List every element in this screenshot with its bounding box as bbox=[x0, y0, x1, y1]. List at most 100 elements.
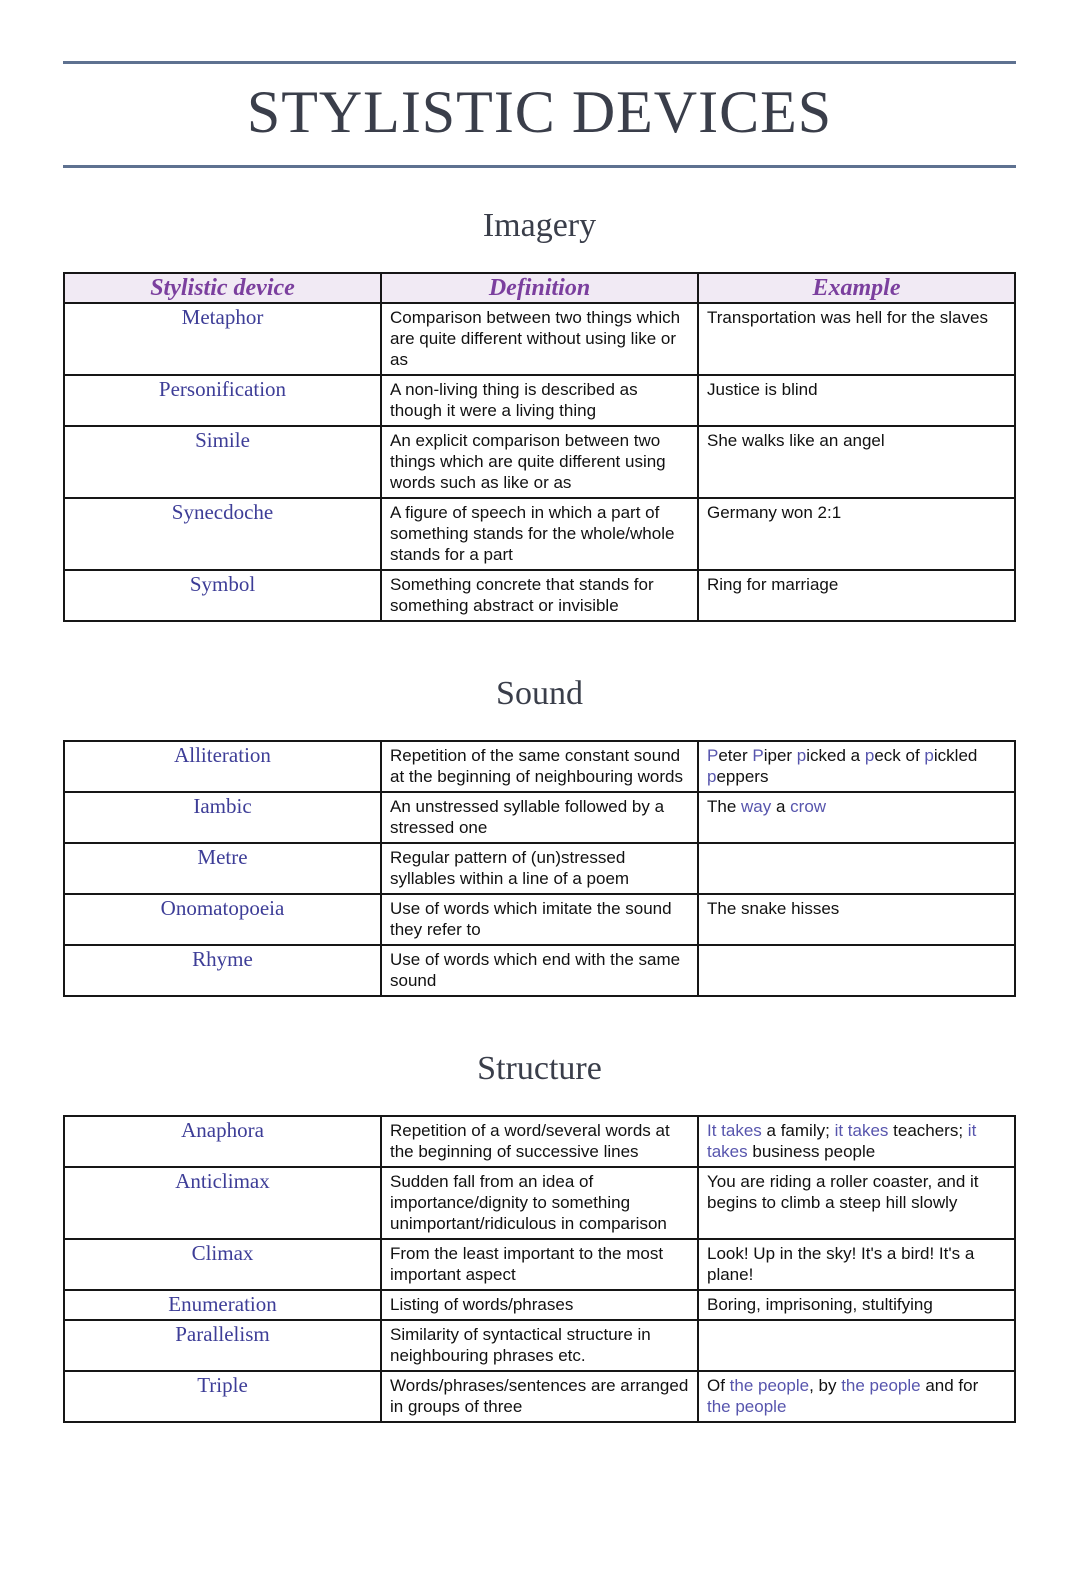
table-row: Symbol Something concrete that stands for… bbox=[63, 569, 1016, 622]
sections-container: Imagery Stylistic device Definition Example… bbox=[63, 206, 1016, 1423]
table-row: Personification A non-living thing is des… bbox=[63, 374, 1016, 427]
definition-cell: Use of words which imitate the sound the… bbox=[380, 893, 699, 946]
device-name: Climax bbox=[63, 1238, 382, 1291]
definition-cell: Sudden fall from an idea of importance/d… bbox=[380, 1166, 699, 1240]
example-cell: The snake hisses bbox=[697, 893, 1016, 946]
definition-cell: An explicit comparison between two thing… bbox=[380, 425, 699, 499]
example-cell: Transportation was hell for the slaves bbox=[697, 302, 1016, 376]
definition-cell: Something concrete that stands for somet… bbox=[380, 569, 699, 622]
example-highlighted-text: P bbox=[752, 746, 764, 765]
example-cell: Of the people, by the people and for the… bbox=[697, 1370, 1016, 1423]
example-cell: Ring for marriage bbox=[697, 569, 1016, 622]
table-row: Rhyme Use of words which end with the sam… bbox=[63, 944, 1016, 997]
example-highlighted-text: P bbox=[707, 746, 719, 765]
title-rule-top bbox=[63, 61, 1016, 64]
table-row: Parallelism Similarity of syntactical str… bbox=[63, 1319, 1016, 1372]
example-cell bbox=[697, 1319, 1016, 1372]
definition-cell: Listing of words/phrases bbox=[380, 1289, 699, 1321]
device-name: Simile bbox=[63, 425, 382, 499]
example-text: a bbox=[771, 797, 791, 816]
example-highlighted-text: It takes bbox=[707, 1121, 762, 1140]
definition-cell: From the least important to the most imp… bbox=[380, 1238, 699, 1291]
example-text: and for bbox=[920, 1376, 979, 1395]
example-highlighted-text: the people bbox=[841, 1376, 921, 1395]
device-name: Symbol bbox=[63, 569, 382, 622]
table-row: Simile An explicit comparison between two… bbox=[63, 425, 1016, 499]
example-cell: Germany won 2:1 bbox=[697, 497, 1016, 571]
section-heading-sound: Sound bbox=[496, 675, 583, 712]
definition-cell: Comparison between two things which are … bbox=[380, 302, 699, 376]
definition-cell: Use of words which end with the same sou… bbox=[380, 944, 699, 997]
device-name: Alliteration bbox=[63, 740, 382, 793]
column-header: Definition bbox=[380, 272, 699, 304]
table-row: Enumeration Listing of words/phrases Borin… bbox=[63, 1289, 1016, 1321]
example-text: Ring for marriage bbox=[707, 575, 839, 594]
device-name: Personification bbox=[63, 374, 382, 427]
example-cell bbox=[697, 842, 1016, 895]
example-cell: Look! Up in the sky! It's a bird! It's a… bbox=[697, 1238, 1016, 1291]
example-cell: You are riding a roller coaster, and it … bbox=[697, 1166, 1016, 1240]
example-text: a family; bbox=[761, 1121, 835, 1140]
device-name: Parallelism bbox=[63, 1319, 382, 1372]
example-cell: Justice is blind bbox=[697, 374, 1016, 427]
table-row: Iambic An unstressed syllable followed by… bbox=[63, 791, 1016, 844]
column-header: Example bbox=[697, 272, 1016, 304]
example-highlighted-text: the people bbox=[707, 1397, 787, 1416]
example-text: Germany won 2:1 bbox=[707, 503, 842, 522]
example-cell: Boring, imprisoning, stultifying bbox=[697, 1289, 1016, 1321]
section-sound: Sound Alliteration Repetition of the same … bbox=[63, 674, 1016, 997]
table-row: Metaphor Comparison between two things wh… bbox=[63, 302, 1016, 376]
example-highlighted-text: crow bbox=[790, 797, 827, 816]
example-text: The snake hisses bbox=[707, 899, 840, 918]
device-name: Iambic bbox=[63, 791, 382, 844]
device-name: Rhyme bbox=[63, 944, 382, 997]
table-row: Synecdoche A figure of speech in which a … bbox=[63, 497, 1016, 571]
table-row: Climax From the least important to the mo… bbox=[63, 1238, 1016, 1291]
table-row: Onomatopoeia Use of words which imitate t… bbox=[63, 893, 1016, 946]
table-row: Alliteration Repetition of the same const… bbox=[63, 740, 1016, 793]
device-name: Metaphor bbox=[63, 302, 382, 376]
example-highlighted-text: p bbox=[864, 746, 875, 765]
example-text: ickled bbox=[933, 746, 978, 765]
definition-cell: A figure of speech in which a part of so… bbox=[380, 497, 699, 571]
example-text: The bbox=[707, 797, 742, 816]
example-text: You are riding a roller coaster, and it … bbox=[707, 1172, 979, 1212]
table-row: Anticlimax Sudden fall from an idea of im… bbox=[63, 1166, 1016, 1240]
device-name: Triple bbox=[63, 1370, 382, 1423]
table-row: Triple Words/phrases/sentences are arrang… bbox=[63, 1370, 1016, 1423]
page-title: STYLISTIC DEVICES bbox=[246, 79, 833, 145]
definition-cell: Similarity of syntactical structure in n… bbox=[380, 1319, 699, 1372]
example-highlighted-text: p bbox=[707, 767, 717, 786]
structure-table: Anaphora Repetition of a word/several wor… bbox=[63, 1115, 1016, 1423]
table-row: Anaphora Repetition of a word/several wor… bbox=[63, 1115, 1016, 1168]
section-imagery: Imagery Stylistic device Definition Example… bbox=[63, 206, 1016, 622]
example-text: iper bbox=[763, 746, 797, 765]
example-text: teachers; bbox=[888, 1121, 968, 1140]
example-cell: She walks like an angel bbox=[697, 425, 1016, 499]
imagery-table: Stylistic device Definition Example Metapho… bbox=[63, 272, 1016, 622]
example-text: , by bbox=[809, 1376, 842, 1395]
example-text: She walks like an angel bbox=[707, 431, 885, 450]
example-text: Boring, imprisoning, stultifying bbox=[707, 1295, 933, 1314]
example-cell bbox=[697, 944, 1016, 997]
definition-cell: Words/phrases/sentences are arranged in … bbox=[380, 1370, 699, 1423]
example-highlighted-text: it takes bbox=[707, 1121, 977, 1161]
example-text: Transportation was hell for the slaves bbox=[707, 308, 988, 327]
example-text: eppers bbox=[716, 767, 769, 786]
example-text: eck of bbox=[874, 746, 925, 765]
example-highlighted-text: the people bbox=[729, 1376, 810, 1395]
example-text: icked a bbox=[806, 746, 865, 765]
table-header-row: Stylistic device Definition Example bbox=[63, 272, 1016, 304]
table-row: Metre Regular pattern of (un)stressed syl… bbox=[63, 842, 1016, 895]
device-name: Onomatopoeia bbox=[63, 893, 382, 946]
device-name: Enumeration bbox=[63, 1289, 382, 1321]
example-text: business people bbox=[747, 1142, 876, 1161]
device-name: Anaphora bbox=[63, 1115, 382, 1168]
device-name: Synecdoche bbox=[63, 497, 382, 571]
device-name: Metre bbox=[63, 842, 382, 895]
title-rule-bottom bbox=[63, 165, 1016, 168]
column-header: Stylistic device bbox=[63, 272, 382, 304]
definition-cell: An unstressed syllable followed by a str… bbox=[380, 791, 699, 844]
example-highlighted-text: way bbox=[741, 797, 772, 816]
example-text: Look! Up in the sky! It's a bird! It's a… bbox=[707, 1244, 975, 1284]
